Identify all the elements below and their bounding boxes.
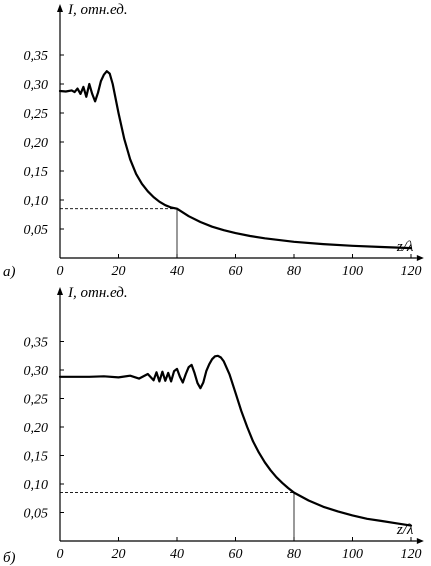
x-tick-label: 40 [170, 264, 184, 279]
series-line [58, 70, 413, 250]
y-tick-label: 0,20 [24, 421, 49, 436]
x-tick-label: 80 [287, 547, 301, 562]
y-tick-label: 0,35 [24, 336, 49, 351]
y-tick-label: 0,30 [24, 364, 49, 379]
x-tick-label: 100 [342, 264, 363, 279]
y-axis-label: I, отн.ед. [67, 2, 128, 18]
x-tick-label: 80 [287, 264, 301, 279]
x-tick-label: 60 [229, 547, 243, 562]
x-axis-arrow [416, 538, 424, 544]
x-axis-arrow [416, 255, 424, 261]
x-tick-label: 20 [112, 547, 126, 562]
y-tick-label: 0,35 [24, 49, 49, 64]
y-tick-label: 0,30 [24, 78, 49, 93]
x-tick-label: 60 [229, 264, 243, 279]
y-tick-label: 0,25 [24, 107, 49, 122]
y-tick-label: 0,15 [24, 165, 49, 180]
chart-panel-b: 0 20 40 60 80 100 120 0,05 0,10 0,15 0,20 0,25 0,30 0… [3, 285, 424, 566]
series-line [58, 354, 413, 527]
x-tick-label: 0 [57, 547, 64, 562]
panel-label: б) [3, 550, 16, 566]
y-axis-arrow [57, 287, 63, 295]
y-axis-arrow [57, 4, 63, 12]
y-tick-label: 0,15 [24, 450, 49, 465]
chart-panel-a: 0 20 40 60 80 100 120 0,05 0,10 0,15 0,20 0,25 0,30 0… [3, 2, 424, 280]
x-tick-label: 0 [57, 264, 64, 279]
x-tick-label: 40 [170, 547, 184, 562]
x-tick-label: 100 [342, 547, 363, 562]
y-tick-label: 0,05 [24, 507, 49, 522]
y-axis-label: I, отн.ед. [67, 285, 128, 301]
x-tick-label: 120 [401, 547, 422, 562]
y-tick-label: 0,10 [24, 478, 49, 493]
y-tick-label: 0,05 [24, 223, 49, 238]
y-tick-label: 0,10 [24, 194, 49, 209]
x-tick-label: 120 [401, 264, 422, 279]
y-tick-label: 0,25 [24, 393, 49, 408]
panel-label: а) [3, 264, 16, 280]
y-tick-label: 0,20 [24, 136, 49, 151]
x-tick-label: 20 [112, 264, 126, 279]
